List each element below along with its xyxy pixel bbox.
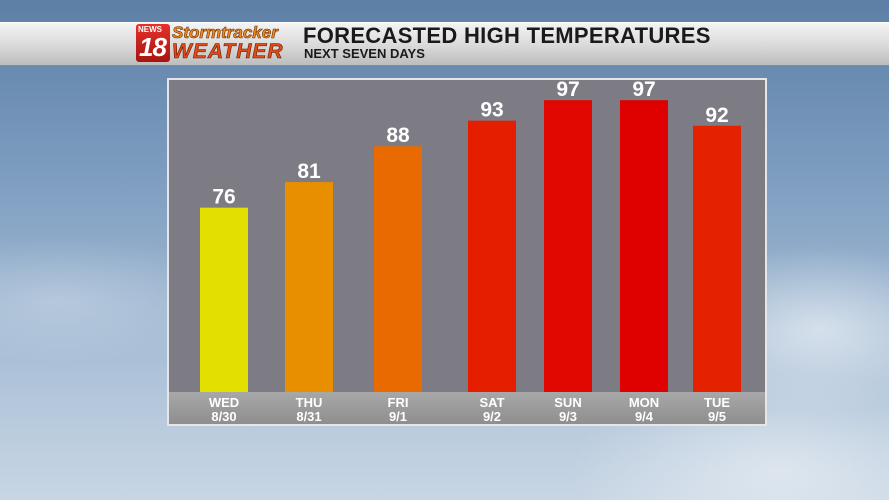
value-label-sun: 97	[556, 80, 579, 101]
date-label-sat: 9/2	[483, 409, 501, 424]
bar-tue	[693, 125, 741, 392]
date-label-thu: 8/31	[296, 409, 321, 424]
bar-wed	[200, 207, 248, 392]
bar-thu	[285, 182, 333, 392]
station-logo: NEWS 18 Stormtracker WEATHER	[136, 23, 296, 64]
bar-fri	[374, 146, 422, 392]
date-label-mon: 9/4	[635, 409, 654, 424]
day-label-sat: SAT	[479, 395, 504, 410]
value-label-sat: 93	[480, 99, 503, 122]
logo-weather-text: WEATHER	[172, 40, 284, 64]
day-label-strip	[169, 392, 765, 424]
day-label-wed: WED	[209, 395, 239, 410]
chart-title: FORECASTED HIGH TEMPERATURES	[303, 23, 711, 48]
logo-badge: NEWS 18	[136, 24, 170, 62]
bar-chart: 76WED8/3081THU8/3188FRI9/193SAT9/297SUN9…	[200, 80, 741, 424]
bar-sun	[544, 100, 592, 392]
logo-news-text: NEWS	[138, 25, 162, 34]
logo-stormtracker-text: Stormtracker	[172, 23, 278, 43]
date-label-tue: 9/5	[708, 409, 726, 424]
day-label-thu: THU	[296, 395, 323, 410]
chart-panel: 76 WED 8/30 81 THU 8/31 88 FRI 9/1 93 SAT 9/2 97 SUN 9…	[167, 78, 767, 426]
value-label-tue: 92	[705, 104, 728, 127]
logo-number: 18	[139, 32, 167, 62]
date-label-fri: 9/1	[389, 409, 407, 424]
day-label-mon: MON	[629, 395, 659, 410]
chart-subtitle: NEXT SEVEN DAYS	[304, 46, 425, 61]
value-label-wed: 76	[212, 186, 235, 209]
value-label-thu: 81	[297, 160, 321, 183]
day-label-sun: SUN	[554, 395, 581, 410]
date-label-wed: 8/30	[211, 409, 236, 424]
bar-mon	[620, 100, 668, 392]
bar-sat	[468, 120, 516, 392]
day-label-fri: FRI	[388, 395, 409, 410]
date-label-sun: 9/3	[559, 409, 577, 424]
value-label-mon: 97	[632, 80, 655, 101]
day-label-tue: TUE	[704, 395, 730, 410]
value-label-fri: 88	[386, 124, 410, 147]
